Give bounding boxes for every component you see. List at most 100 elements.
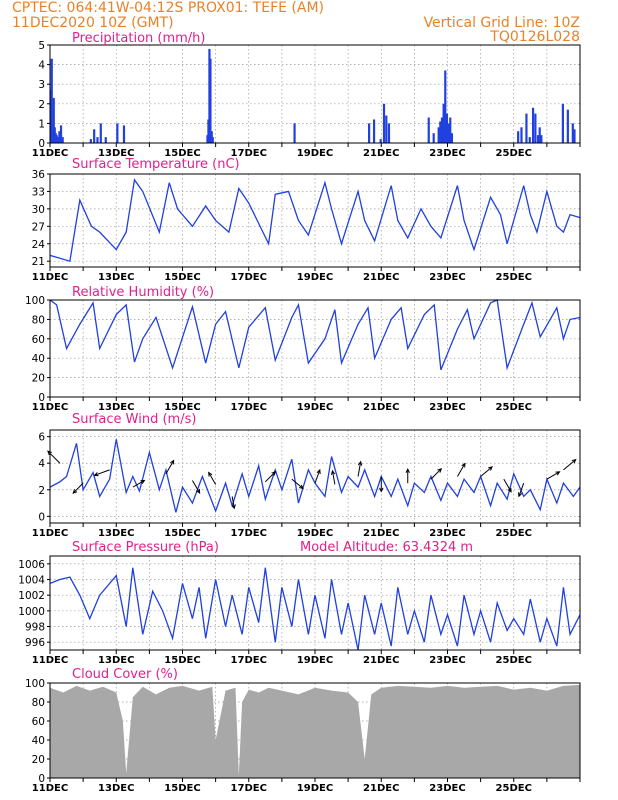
panel-title: Surface Pressure (hPa) — [72, 540, 219, 555]
wind-arrow — [503, 478, 512, 493]
precip-bar — [387, 123, 391, 143]
wind-arrow-head — [330, 469, 336, 475]
y-tick-label: 20 — [32, 373, 45, 385]
wind-arrow-shaft — [192, 480, 201, 494]
y-tick-label: 996 — [25, 637, 45, 649]
wind-arrow-shaft — [480, 466, 493, 477]
y-tick-label: 100 — [25, 295, 45, 307]
wind-arrow-shaft — [546, 471, 560, 480]
y-tick-label: 1000 — [18, 606, 45, 618]
x-tick-label: 19DEC — [297, 402, 333, 413]
precip-bar — [52, 97, 55, 143]
panel-title: Surface Temperature (nC) — [72, 157, 240, 172]
wind-arrow-shaft — [72, 482, 84, 494]
x-tick-label: 23DEC — [429, 402, 465, 413]
y-tick-label: 0 — [38, 392, 45, 404]
wind-arrow-shaft — [314, 469, 321, 484]
wind-arrow — [430, 468, 443, 480]
panel-frame — [49, 173, 581, 268]
wind-arrow-head — [379, 487, 384, 493]
x-tick-label: 25DEC — [496, 148, 532, 159]
x-tick-label: 25DEC — [496, 272, 532, 283]
wind-arrow-shaft — [518, 482, 525, 497]
wind-arrow-head — [208, 471, 213, 477]
y-tick-label: 1002 — [18, 590, 45, 602]
x-tick-label: 15DEC — [164, 528, 200, 539]
x-tick-label: 15DEC — [164, 148, 200, 159]
precip-bar — [517, 131, 520, 143]
wind-arrow-shaft — [291, 478, 304, 489]
wind-arrow — [264, 470, 277, 483]
wind-arrow-shaft — [208, 472, 217, 485]
header-station: CPTEC: 064:41W-04:12S PROX01: TEFE (AM) — [12, 0, 324, 16]
y-tick-label: 4 — [38, 60, 45, 72]
wind-arrow-shaft — [563, 459, 577, 471]
wind-arrow — [165, 459, 175, 475]
precip-bar — [442, 103, 445, 143]
wind-arrow-shaft — [503, 478, 512, 493]
precip-bar — [99, 123, 102, 143]
y-tick-label: 21 — [32, 256, 45, 268]
x-tick-label: 21DEC — [363, 783, 399, 794]
x-tick-label: 17DEC — [231, 528, 267, 539]
x-tick-label: 17DEC — [231, 402, 267, 413]
y-tick-label: 1 — [38, 118, 45, 130]
wind-arrow-shaft — [165, 460, 175, 475]
x-tick-label: 21DEC — [363, 655, 399, 666]
y-tick-label: 60 — [32, 716, 45, 728]
x-tick-label: 21DEC — [363, 528, 399, 539]
precip-bar — [439, 121, 442, 143]
precip-bar — [437, 127, 440, 143]
precip-bar — [525, 113, 528, 143]
wind-arrow-head — [437, 468, 443, 473]
wind-arrow — [379, 476, 384, 493]
wind-arrow-head — [488, 466, 493, 471]
x-tick-label: 21DEC — [363, 402, 399, 413]
precip-bar — [445, 113, 449, 143]
precip-bar — [573, 129, 576, 143]
wind-arrow — [357, 460, 363, 477]
precip-bar — [528, 137, 531, 143]
panel-subtitle: Model Altitude: 63.4324 m — [300, 540, 473, 555]
panel-title: Relative Humidity (%) — [72, 285, 214, 300]
precip-bar — [444, 70, 447, 143]
header-model: TQ0126L028 — [489, 29, 580, 45]
x-tick-label: 13DEC — [98, 528, 134, 539]
wind-arrow — [291, 478, 304, 490]
precip-bar — [61, 137, 64, 143]
precip-bar — [58, 131, 61, 143]
wind-arrow-head — [231, 504, 236, 510]
wind-arrow-head — [93, 472, 99, 477]
cloud-cover-area — [50, 684, 580, 778]
x-tick-label: 13DEC — [98, 783, 134, 794]
x-tick-label: 11DEC — [32, 272, 68, 283]
precip-bar — [50, 58, 53, 143]
wind-arrow-shaft — [430, 468, 442, 480]
precip-bar — [450, 133, 454, 143]
y-tick-label: 27 — [32, 221, 45, 233]
panel-frame — [49, 429, 581, 524]
precip-bar — [566, 109, 569, 143]
panel-title: Precipitation (mm/h) — [72, 31, 205, 46]
panel-title: Surface Wind (m/s) — [72, 412, 196, 427]
precip-bar — [211, 137, 214, 143]
precip-bar — [385, 115, 388, 143]
x-tick-label: 11DEC — [32, 783, 68, 794]
y-tick-label: 1006 — [18, 559, 45, 571]
wind-arrow — [314, 468, 321, 484]
x-tick-label: 13DEC — [98, 272, 134, 283]
x-tick-label: 21DEC — [363, 272, 399, 283]
panel-2: 0 20 40 60 80 100 11DEC 13DEC 15DEC 17DEC 19DEC 21D… — [25, 285, 581, 413]
x-tick-label: 11DEC — [32, 655, 68, 666]
precip-bar — [534, 113, 537, 143]
x-tick-label: 17DEC — [231, 272, 267, 283]
wind-arrow-head — [405, 467, 410, 473]
x-tick-label: 19DEC — [297, 528, 333, 539]
x-tick-label: 25DEC — [496, 402, 532, 413]
precip-bar — [89, 139, 92, 143]
panel-frame — [49, 555, 581, 651]
precip-bar — [93, 129, 96, 143]
wind-arrow — [457, 462, 466, 477]
x-tick-label: 15DEC — [164, 655, 200, 666]
